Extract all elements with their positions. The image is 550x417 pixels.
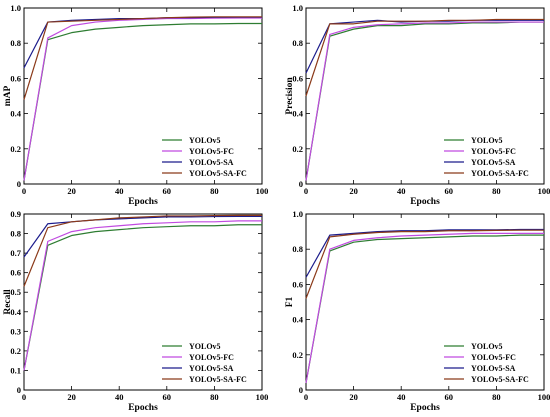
recall-plot-frame [23, 213, 263, 391]
f1-panel: 0 20 40 60 80 100 0 0.2 0.4 0.6 0.8 1.0 Epochs F1 YOLO… [285, 209, 550, 413]
map-xtick-label: 40 [115, 186, 124, 196]
precision-y-axis-title: Precision [285, 77, 295, 115]
precision-legend-label: YOLOv5 [471, 136, 503, 145]
precision-ytick-label: 1.0 [292, 3, 303, 13]
f1-legend-label: YOLOv5 [471, 342, 503, 351]
recall-ytick-label: 0.9 [10, 209, 21, 219]
precision-xtick-label: 20 [349, 186, 358, 196]
recall-ytick-label: 0.7 [10, 248, 21, 258]
f1-legend-label: YOLOv5-SA-FC [471, 375, 529, 384]
f1-ytick-label: 0.4 [292, 315, 303, 325]
recall-ytick-label: 0.8 [10, 229, 21, 239]
map-xtick-label: 0 [22, 186, 26, 196]
recall-ytick-label: 0.6 [10, 268, 21, 278]
precision-plot-frame [305, 7, 545, 185]
precision-xtick-label: 40 [397, 186, 406, 196]
recall-y-axis-title: Recall [3, 289, 13, 315]
map-ytick-label: 0.8 [10, 38, 21, 48]
f1-xtick-label: 40 [397, 392, 406, 402]
precision-ytick-label: 0.4 [292, 109, 303, 119]
map-ytick-label: 0.6 [10, 73, 21, 83]
recall-x-axis-title: Epochs [128, 403, 158, 413]
precision-ytick-label: 0.8 [292, 38, 303, 48]
map-legend-label: YOLOv5-SA [189, 158, 234, 167]
map-series-line-yolov5-sa-fc [23, 16, 262, 100]
precision-legend-label: YOLOv5-SA [471, 158, 516, 167]
recall-panel: 0 20 40 60 80 100 0 0.1 0.2 0.3 0.4 0.5 0.6 0.7 0.8 0.9… [3, 209, 268, 413]
recall-ytick-label: 0.3 [10, 326, 21, 336]
precision-xtick-label: 0 [304, 186, 308, 196]
map-legend-label: YOLOv5-SA-FC [189, 169, 247, 178]
f1-ytick-label: 1.0 [292, 209, 303, 219]
f1-series-line-yolov5-sa-fc [305, 229, 544, 299]
map-ytick-label: 1.0 [10, 3, 21, 13]
precision-ytick-label: 0 [299, 179, 303, 189]
recall-xtick-label: 80 [210, 392, 219, 402]
f1-xtick-label: 20 [349, 392, 358, 402]
recall-xtick-label: 100 [256, 392, 269, 402]
f1-xtick-label: 60 [445, 392, 454, 402]
recall-series-line-yolov5-sa-fc [23, 214, 262, 287]
f1-series-line-yolov5-fc [305, 232, 544, 384]
precision-legend-label: YOLOv5-FC [471, 147, 516, 156]
map-xtick-label: 20 [67, 186, 76, 196]
recall-ytick-label: 0.2 [10, 346, 21, 356]
recall-xtick-label: 60 [163, 392, 172, 402]
precision-ytick-label: 0.6 [292, 73, 303, 83]
recall-ytick-label: 0.4 [10, 307, 21, 317]
f1-xtick-label: 100 [538, 392, 550, 402]
map-panel: 0 20 40 60 80 100 0 0.2 0.4 0.6 0.8 1.0 Epochs mAP YOL… [3, 3, 268, 207]
recall-ytick-label: 0.1 [10, 365, 21, 375]
precision-xtick-label: 60 [445, 186, 454, 196]
map-xtick-label: 80 [210, 186, 219, 196]
precision-ytick-label: 0.2 [292, 144, 303, 154]
recall-series-line-yolov5-fc [23, 220, 262, 371]
recall-xtick-label: 20 [67, 392, 76, 402]
map-ytick-label: 0 [17, 179, 21, 189]
f1-y-axis-title: F1 [285, 296, 295, 307]
recall-legend-label: YOLOv5-FC [189, 353, 234, 362]
recall-legend-label: YOLOv5-SA [189, 364, 234, 373]
recall-legend-label: YOLOv5-SA-FC [189, 375, 247, 384]
precision-series-line-yolov5-fc [305, 21, 544, 181]
recall-series-line-yolov5 [23, 224, 262, 371]
f1-xtick-label: 0 [304, 392, 308, 402]
map-ytick-label: 0.4 [10, 109, 21, 119]
map-legend-label: YOLOv5 [189, 136, 221, 145]
map-series-line-yolov5-fc [23, 17, 262, 181]
recall-legend-label: YOLOv5 [189, 342, 221, 351]
f1-legend-label: YOLOv5-SA [471, 364, 516, 373]
precision-panel: 0 20 40 60 80 100 0 0.2 0.4 0.6 0.8 1.0 Epochs Precis… [285, 3, 550, 207]
map-x-axis-title: Epochs [128, 197, 158, 207]
map-xtick-label: 60 [163, 186, 172, 196]
recall-xtick-label: 0 [22, 392, 26, 402]
precision-x-axis-title: Epochs [410, 197, 440, 207]
map-plot-frame [23, 7, 263, 185]
recall-ytick-label: 0 [17, 385, 21, 395]
f1-xtick-label: 80 [492, 392, 501, 402]
recall-series-line-yolov5-sa [23, 215, 262, 258]
precision-xtick-label: 100 [538, 186, 550, 196]
map-legend-label: YOLOv5-FC [189, 147, 234, 156]
f1-ytick-label: 0 [299, 385, 303, 395]
f1-ytick-label: 0.2 [292, 350, 303, 360]
f1-series-line-yolov5 [305, 234, 544, 384]
f1-x-axis-title: Epochs [410, 403, 440, 413]
f1-ytick-label: 0.8 [292, 244, 303, 254]
recall-xtick-label: 40 [115, 392, 124, 402]
map-series-line-yolov5 [23, 22, 262, 181]
precision-series-line-yolov5-sa-fc [305, 18, 544, 97]
map-y-axis-title: mAP [3, 86, 13, 107]
precision-xtick-label: 80 [492, 186, 501, 196]
map-ytick-label: 0.2 [10, 144, 21, 154]
precision-legend-label: YOLOv5-SA-FC [471, 169, 529, 178]
f1-ytick-label: 0.6 [292, 279, 303, 289]
recall-ytick-label: 0.5 [10, 287, 21, 297]
map-xtick-label: 100 [256, 186, 269, 196]
f1-legend-label: YOLOv5-FC [471, 353, 516, 362]
